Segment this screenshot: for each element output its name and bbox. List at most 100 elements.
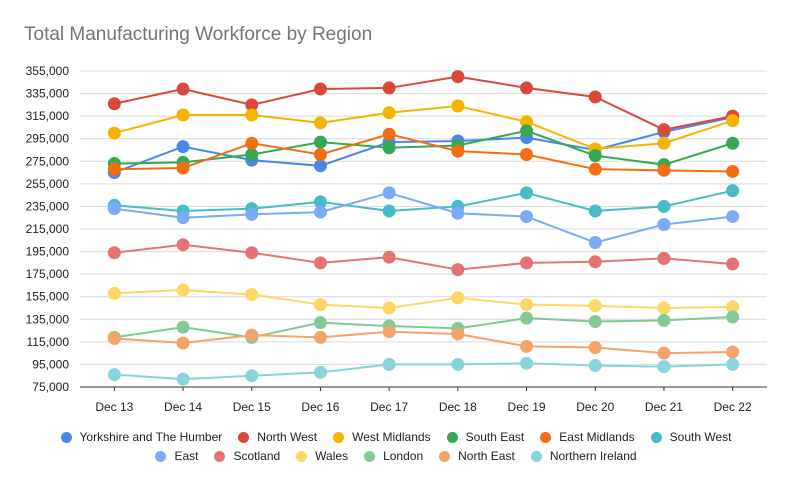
legend-row: Yorkshire and The Humber North West West M… [0, 428, 792, 446]
series-6-point [176, 211, 190, 225]
series-3-point [313, 135, 327, 149]
series-1-point [588, 90, 602, 104]
series-8-point [520, 298, 534, 312]
series-4-point [588, 162, 602, 176]
series-10-point [176, 336, 190, 350]
legend-label: South East [465, 430, 525, 444]
series-10-point [245, 328, 259, 342]
series-9-point [313, 316, 327, 330]
y-tick-label: 295,000 [26, 132, 70, 146]
x-tick-label: Dec 20 [576, 400, 614, 414]
legend-swatch [333, 431, 345, 443]
series-2-point [176, 108, 190, 122]
series-1-point [313, 82, 327, 96]
series-11-point [176, 372, 190, 386]
series-10-point [520, 339, 534, 353]
series-line-4 [114, 133, 733, 173]
series-line-3 [114, 129, 733, 166]
series-2-point [451, 99, 465, 113]
legend: Yorkshire and The Humber North West West M… [0, 428, 792, 466]
series-2-point [107, 126, 121, 140]
series-1-point [245, 98, 259, 112]
series-5-point [520, 186, 534, 200]
y-tick-label: 155,000 [26, 290, 70, 304]
series-6-point [657, 217, 671, 231]
legend-swatch [530, 450, 542, 462]
series-7-point [107, 246, 121, 260]
series-line-9 [114, 316, 733, 339]
series-7-point [657, 251, 671, 265]
series-11-point [107, 368, 121, 382]
series-11-point [588, 359, 602, 373]
legend-label: Wales [315, 449, 349, 463]
legend-item: Scotland [214, 449, 280, 463]
series-line-11 [114, 362, 733, 381]
chart-title: Total Manufacturing Workforce by Region [24, 24, 373, 45]
series-line-5 [114, 189, 733, 212]
legend-swatch [540, 431, 552, 443]
x-tick-label: Dec 16 [301, 400, 339, 414]
series-5-point [313, 195, 327, 209]
series-7-point [245, 246, 259, 260]
series-11-point [657, 360, 671, 374]
series-7-point [313, 256, 327, 270]
x-tick-label: Dec 19 [508, 400, 546, 414]
legend-swatch [650, 431, 662, 443]
y-tick-label: 95,000 [32, 357, 69, 371]
x-tick-label: Dec 22 [714, 400, 752, 414]
series-4-point [726, 164, 740, 178]
series-7-point [726, 257, 740, 271]
series-0-point [313, 159, 327, 173]
legend-swatch [60, 431, 72, 443]
legend-swatch [446, 431, 458, 443]
series-9-point [520, 311, 534, 325]
y-tick-label: 275,000 [26, 154, 70, 168]
x-tick-label: Dec 15 [233, 400, 271, 414]
series-8-point [245, 287, 259, 301]
series-0-point [176, 140, 190, 154]
legend-swatch [364, 450, 376, 462]
series-10-point [588, 341, 602, 354]
series-7-point [382, 250, 396, 264]
legend-swatch [214, 450, 226, 462]
legend-item: East Midlands [540, 430, 635, 444]
series-8-point [657, 301, 671, 315]
y-tick-label: 115,000 [27, 335, 70, 349]
x-tick-label: Dec 18 [439, 400, 477, 414]
series-11-point [313, 365, 327, 379]
series-4-point [657, 163, 671, 177]
series-3-point [588, 149, 602, 163]
series-8-point [451, 291, 465, 305]
series-7-point [588, 255, 602, 269]
legend-swatch [296, 450, 308, 462]
series-2-point [382, 106, 396, 120]
series-2-point [657, 136, 671, 150]
legend-label: South West [669, 430, 732, 444]
series-4-point [176, 161, 190, 175]
series-10-point [451, 327, 465, 341]
series-3-point [245, 148, 259, 162]
series-8-point [726, 300, 740, 314]
x-tick-label: Dec 14 [164, 400, 202, 414]
series-line-1 [114, 75, 733, 131]
series-6-point [107, 202, 121, 216]
series-11-point [520, 356, 534, 370]
series-line-8 [114, 288, 733, 310]
series-2-point [726, 114, 740, 128]
series-10-point [107, 331, 121, 345]
series-6-point [245, 207, 259, 221]
y-tick-label: 215,000 [26, 222, 70, 236]
legend-item: Northern Ireland [530, 449, 637, 463]
y-tick-label: 335,000 [26, 87, 70, 101]
legend-swatch [238, 431, 250, 443]
legend-row: East Scotland Wales London North East Norther… [0, 447, 792, 465]
series-8-point [382, 301, 396, 315]
series-6-point [588, 236, 602, 250]
series-6-point [382, 186, 396, 200]
series-10-point [657, 346, 671, 360]
series-10-point [382, 325, 396, 339]
legend-label: Northern Ireland [549, 449, 637, 463]
legend-label: East [174, 449, 199, 463]
series-9-point [588, 315, 602, 329]
x-tick-label: Dec 13 [95, 400, 133, 414]
